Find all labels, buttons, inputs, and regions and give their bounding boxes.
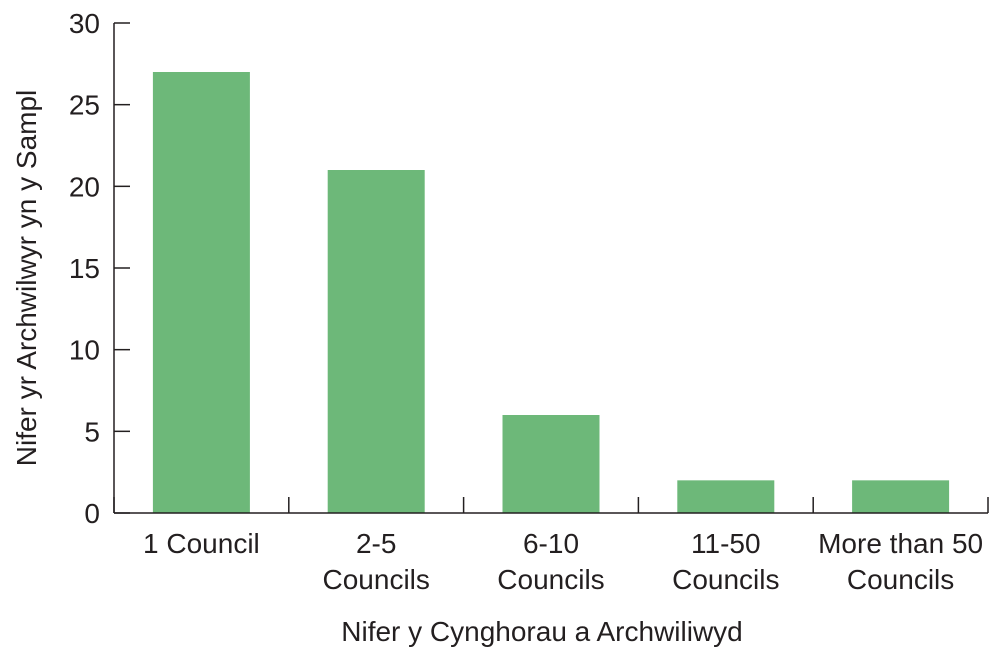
x-tick-label: Councils [672, 564, 779, 595]
y-axis-title: Nifer yr Archwilwyr yn y Sampl [11, 90, 42, 467]
x-tick-label: 2-5 [356, 528, 396, 559]
y-tick-label: 10 [69, 335, 100, 366]
y-tick-label: 15 [69, 253, 100, 284]
x-tick-label: 6-10 [523, 528, 579, 559]
bar [852, 480, 950, 513]
x-tick-label: Councils [847, 564, 954, 595]
bar [152, 72, 250, 513]
x-tick-label: Councils [323, 564, 430, 595]
y-tick-label: 30 [69, 8, 100, 39]
y-tick-label: 20 [69, 171, 100, 202]
x-tick-label: 11-50 [691, 528, 761, 559]
y-axis: 0 5 10 15 20 25 30 [69, 8, 130, 529]
bar [327, 170, 425, 513]
x-axis-title: Nifer y Cynghorau a Archwiliwyd [341, 616, 743, 647]
x-tick-label: More than 50 [818, 528, 983, 559]
y-tick-label: 25 [69, 90, 100, 121]
plot-area [152, 72, 950, 513]
x-axis: 1 Council 2-5 Councils 6-10 Councils 11-50 Cou… [113, 497, 989, 595]
x-tick-label: Councils [497, 564, 604, 595]
x-tick-label: 1 Council [143, 528, 260, 559]
y-tick-label: 0 [84, 498, 100, 529]
bar [502, 415, 600, 513]
bar [677, 480, 775, 513]
y-tick-label: 5 [84, 416, 100, 447]
